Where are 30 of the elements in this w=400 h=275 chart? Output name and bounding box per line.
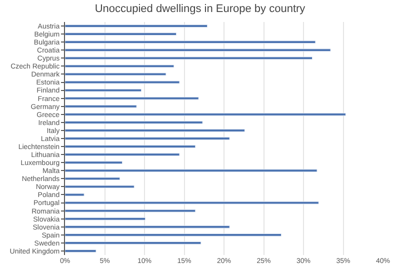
bar [65, 129, 245, 132]
bar [65, 250, 96, 252]
chart-title: Unoccupied dwellings in Europe by country [94, 2, 306, 15]
bar [65, 193, 84, 196]
bar [65, 145, 196, 148]
bar [65, 241, 202, 244]
bar [65, 72, 166, 76]
bar [65, 88, 142, 92]
bar [65, 56, 312, 60]
bar [65, 177, 120, 180]
bar [65, 201, 319, 204]
bar [65, 225, 230, 228]
bar [65, 104, 137, 108]
bar [65, 120, 203, 124]
bar [65, 233, 282, 236]
bar [65, 185, 134, 188]
bar [65, 24, 208, 28]
bar [65, 48, 331, 52]
bar [65, 161, 122, 164]
bar [65, 64, 174, 68]
bar [65, 169, 318, 172]
bar [65, 96, 199, 100]
bar [65, 209, 196, 212]
bar [65, 80, 180, 84]
bar [65, 153, 180, 156]
bar [65, 32, 177, 36]
bar [65, 112, 346, 116]
bar [65, 137, 230, 140]
bar [65, 217, 146, 220]
bar [65, 40, 316, 44]
